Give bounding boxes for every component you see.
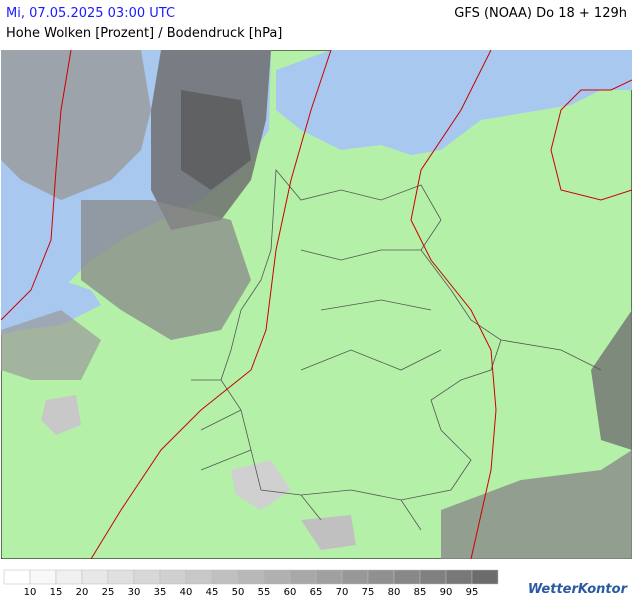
legend-label: 35 bbox=[154, 587, 167, 598]
legend-label: 95 bbox=[466, 587, 479, 598]
legend-swatch bbox=[237, 569, 265, 585]
legend-label: 45 bbox=[206, 587, 219, 598]
legend-swatch bbox=[81, 569, 109, 585]
legend-label: 75 bbox=[362, 587, 375, 598]
legend-swatch bbox=[393, 569, 421, 585]
legend: 10 15 20 25 30 35 40 45 50 55 60 65 70 75 80 85 90 95 bbox=[3, 569, 499, 598]
legend-label: 65 bbox=[310, 587, 323, 598]
map bbox=[1, 50, 632, 559]
borders bbox=[191, 168, 602, 531]
legend-swatch bbox=[445, 569, 473, 585]
legend-swatch bbox=[55, 569, 83, 585]
legend-label: 30 bbox=[128, 587, 141, 598]
legend-swatch bbox=[471, 569, 499, 585]
legend-swatch bbox=[3, 569, 31, 585]
logo: WetterKontor bbox=[527, 582, 627, 597]
forecast-date: Mi, 07.05.2025 03:00 UTC bbox=[6, 6, 176, 21]
legend-swatch bbox=[159, 569, 187, 585]
legend-swatch bbox=[185, 569, 213, 585]
model-run: GFS (NOAA) Do 18 + 129h bbox=[454, 6, 627, 21]
isobars bbox=[1, 50, 632, 559]
legend-swatch bbox=[263, 569, 291, 585]
legend-swatch bbox=[29, 569, 57, 585]
legend-swatch bbox=[133, 569, 161, 585]
legend-label: 70 bbox=[336, 587, 349, 598]
legend-swatch bbox=[367, 569, 395, 585]
legend-label: 55 bbox=[258, 587, 271, 598]
map-subtitle: Hohe Wolken [Prozent] / Bodendruck [hPa] bbox=[6, 26, 283, 41]
legend-label: 60 bbox=[284, 587, 297, 598]
legend-label: 50 bbox=[232, 587, 245, 598]
legend-swatch bbox=[211, 569, 239, 585]
legend-label: 40 bbox=[180, 587, 193, 598]
legend-swatch bbox=[289, 569, 317, 585]
legend-swatch bbox=[341, 569, 369, 585]
legend-label: 90 bbox=[440, 587, 453, 598]
legend-label: 25 bbox=[102, 587, 115, 598]
legend-label: 20 bbox=[76, 587, 89, 598]
coast-water bbox=[1, 280, 101, 335]
legend-label: 10 bbox=[24, 587, 37, 598]
legend-swatch bbox=[315, 569, 343, 585]
legend-label: 15 bbox=[50, 587, 63, 598]
clouds bbox=[1, 50, 632, 559]
legend-label: 85 bbox=[414, 587, 427, 598]
legend-swatch bbox=[107, 569, 135, 585]
baltic-sea bbox=[276, 50, 632, 155]
legend-swatch bbox=[419, 569, 447, 585]
legend-label: 80 bbox=[388, 587, 401, 598]
